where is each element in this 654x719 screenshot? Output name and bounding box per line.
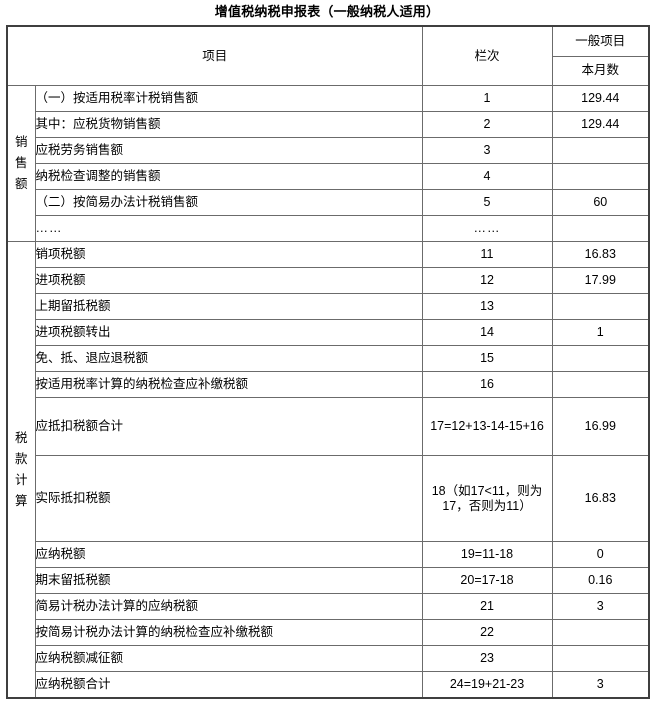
table-row: 应抵扣税额合计 17=12+13-14-15+16 16.99 [7,397,650,456]
row-line-number: 5 [421,189,553,216]
row-item-label: 应税劳务销售额 [34,137,423,164]
row-value: 16.83 [551,241,650,268]
table-row: 上期留抵税额 13 [7,293,650,320]
row-value [551,137,650,164]
row-value [551,163,650,190]
row-line-number: 14 [421,319,553,346]
table-row: 免、抵、退应退税额 15 [7,345,650,372]
row-value [551,619,650,646]
row-line-number: …… [421,215,553,242]
row-line-number: 2 [421,111,553,138]
row-line-number: 11 [421,241,553,268]
row-line-number: 22 [421,619,553,646]
row-line-number: 23 [421,645,553,672]
row-value: 129.44 [551,111,650,138]
table-row: 税款计算 销项税额 11 16.83 [6,241,650,699]
row-item-label: …… [34,215,423,242]
table-row: 其中：应税货物销售额 2 129.44 [7,111,650,138]
group-label-sales: 销售额 [6,85,36,242]
row-item-label: 纳税检查调整的销售额 [34,163,423,190]
table-header-subrow: 本月数 [7,55,650,87]
row-item-label: 按适用税率计算的纳税检查应补缴税额 [34,371,423,398]
row-value [551,345,650,372]
row-value: 16.99 [551,397,650,456]
row-value: 60 [551,189,650,216]
table-row: 纳税检查调整的销售额 4 [7,163,650,190]
row-item-label: （二）按简易办法计税销售额 [34,189,423,216]
header-item-column: 项目 [6,25,423,86]
row-line-number: 13 [421,293,553,320]
row-item-label: 免、抵、退应退税额 [34,345,423,372]
row-value: 17.99 [551,267,650,294]
table-row: 进项税额 12 17.99 [7,267,650,294]
row-item-label: 上期留抵税额 [34,293,423,320]
row-line-formula: 18（如17<11，则为17，否则为11） [421,455,553,542]
table-row: 期末留抵税额 20=17-18 0.16 [7,567,650,594]
group-label-tax-calc-text: 税款计算 [14,430,28,508]
row-item-label: 应纳税额合计 [34,671,423,699]
row-value: 0.16 [551,567,650,594]
row-value [551,215,650,242]
table-row: 应税劳务销售额 3 [7,137,650,164]
row-line-number: 1 [421,85,553,112]
page-title: 增值税纳税申报表（一般纳税人适用） [214,4,440,19]
row-value: 3 [551,671,650,699]
table-header-row: 项目 栏次 一般项目 [6,25,650,86]
row-line-number: 4 [421,163,553,190]
header-line-column: 栏次 [421,25,553,86]
group-label-sales-text: 销售额 [14,135,28,191]
row-line-number: 21 [421,593,553,620]
row-item-label: 应抵扣税额合计 [34,397,423,456]
table-row: 应纳税额合计 24=19+21-23 3 [7,671,650,699]
table-row-ellipsis: …… …… [7,215,650,242]
group-label-tax-calc: 税款计算 [6,241,36,699]
row-line-number: 15 [421,345,553,372]
row-item-label: 实际抵扣税额 [34,455,423,542]
table-row: 销售额 （一）按适用税率计税销售额 1 129.44 [6,85,650,242]
row-item-label: 进项税额 [34,267,423,294]
table-row: 按简易计税办法计算的纳税检查应补缴税额 22 [7,619,650,646]
row-value: 1 [551,319,650,346]
row-item-label: （一）按适用税率计税销售额 [34,85,423,112]
vat-return-table: 项目 栏次 一般项目 本月数 销售额 （一）按适用税率计税销售额 1 129.4… [6,25,651,699]
table-row: 简易计税办法计算的应纳税额 21 3 [7,593,650,620]
row-value: 3 [551,593,650,620]
row-line-formula: 20=17-18 [421,567,553,594]
table-row: 实际抵扣税额 18（如17<11，则为17，否则为11） 16.83 [7,455,650,542]
row-value: 0 [551,541,650,568]
row-item-label: 简易计税办法计算的应纳税额 [34,593,423,620]
row-value [551,645,650,672]
row-item-label: 其中：应税货物销售额 [34,111,423,138]
table-row: 应纳税额减征额 23 [7,645,650,672]
row-value: 16.83 [551,455,650,542]
row-line-formula: 17=12+13-14-15+16 [421,397,553,456]
table-row: 按适用税率计算的纳税检查应补缴税额 16 [7,371,650,398]
row-value [551,293,650,320]
row-item-label: 应纳税额减征额 [34,645,423,672]
row-item-label: 销项税额 [34,241,423,268]
row-line-number: 3 [421,137,553,164]
row-line-formula: 19=11-18 [421,541,553,568]
header-value-group: 一般项目 [551,25,650,57]
row-item-label: 应纳税额 [34,541,423,568]
header-value-sub: 本月数 [551,55,650,87]
table-row: 应纳税额 19=11-18 0 [7,541,650,568]
row-item-label: 进项税额转出 [34,319,423,346]
row-value: 129.44 [551,85,650,112]
row-item-label: 按简易计税办法计算的纳税检查应补缴税额 [34,619,423,646]
row-line-number: 12 [421,267,553,294]
row-item-label: 期末留抵税额 [34,567,423,594]
row-line-number: 16 [421,371,553,398]
table-row: 进项税额转出 14 1 [7,319,650,346]
row-line-formula: 24=19+21-23 [421,671,553,699]
row-value [551,371,650,398]
table-row: （二）按简易办法计税销售额 5 60 [7,189,650,216]
